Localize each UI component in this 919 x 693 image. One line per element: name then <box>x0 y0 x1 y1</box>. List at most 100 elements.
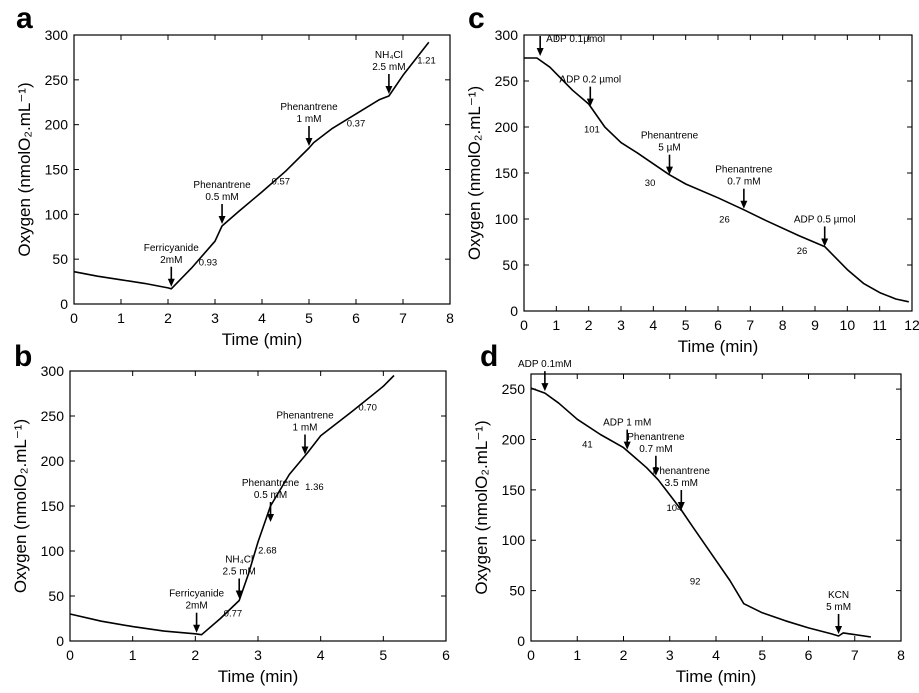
x-tick-label: 6 <box>442 647 450 663</box>
x-tick-label: 6 <box>352 310 360 326</box>
annotation-arrow-head <box>385 85 393 94</box>
annotation-arrow-head <box>536 48 544 56</box>
panel-letter: a <box>16 2 33 35</box>
oxygen-trace <box>524 57 909 303</box>
x-tick-label: 6 <box>805 647 813 663</box>
y-axis-label: Oxygen (nmolO₂.mL⁻¹) <box>465 86 484 260</box>
annotation-arrow-head <box>267 514 275 522</box>
annotation-label: 1 mM <box>293 423 318 434</box>
x-tick-label: 6 <box>714 317 722 333</box>
rate-label: 41 <box>582 440 593 451</box>
plot-frame <box>73 34 451 305</box>
y-tick-label: 0 <box>517 633 525 649</box>
x-tick-label: 1 <box>129 647 137 663</box>
x-tick-label: 2 <box>191 647 199 663</box>
x-tick-label: 0 <box>520 317 528 333</box>
panel-letter: d <box>480 340 498 373</box>
x-tick-label: 4 <box>258 310 266 326</box>
x-tick-label: 8 <box>779 317 787 333</box>
annotation-label: 1 mM <box>297 114 322 125</box>
rate-label: 1.21 <box>417 56 436 67</box>
x-tick-label: 12 <box>904 317 919 333</box>
x-tick-label: 11 <box>872 317 887 333</box>
annotation-label: 2.5 mM <box>223 567 256 578</box>
x-tick-label: 4 <box>317 647 325 663</box>
y-tick-label: 300 <box>495 27 519 43</box>
annotation-label: Phenantrene <box>276 411 334 422</box>
x-tick-label: 1 <box>573 647 581 663</box>
y-tick-label: 100 <box>495 211 519 227</box>
x-tick-label: 3 <box>617 317 625 333</box>
x-tick-label: 7 <box>851 647 859 663</box>
rate-label: 101 <box>584 125 600 136</box>
x-tick-label: 0 <box>66 647 74 663</box>
rate-label: 0.93 <box>199 257 218 268</box>
annotation-label: ADP 0.1mM <box>518 359 572 370</box>
annotation-arrow-head <box>835 625 843 634</box>
y-tick-label: 50 <box>502 257 518 273</box>
annotation-label: 2mM <box>160 255 182 266</box>
x-axis-label: Time (min) <box>218 667 299 686</box>
y-tick-label: 200 <box>45 117 69 133</box>
plot-frame <box>69 370 447 642</box>
y-tick-label: 150 <box>41 498 65 514</box>
y-tick-label: 250 <box>41 408 65 424</box>
x-tick-label: 5 <box>758 647 766 663</box>
x-tick-label: 3 <box>666 647 674 663</box>
x-tick-label: 10 <box>840 317 856 333</box>
oxygen-trace <box>530 387 872 638</box>
annotation-label: ADP 0.2 µmol <box>559 75 621 86</box>
rate-label: 92 <box>690 577 701 588</box>
y-tick-label: 100 <box>502 532 526 548</box>
annotation-arrow-head <box>623 441 631 450</box>
x-tick-label: 8 <box>446 310 454 326</box>
annotation-label: Phenantrene <box>627 432 685 443</box>
y-tick-label: 200 <box>495 119 519 135</box>
y-tick-label: 250 <box>502 381 526 397</box>
x-tick-label: 5 <box>305 310 313 326</box>
y-axis-label: Oxygen (nmolO₂.mL⁻¹) <box>11 419 30 593</box>
annotation-arrow-head <box>235 590 243 599</box>
x-tick-label: 3 <box>211 310 219 326</box>
y-tick-label: 150 <box>45 162 69 178</box>
y-tick-label: 250 <box>495 73 519 89</box>
x-tick-label: 5 <box>682 317 690 333</box>
x-tick-label: 9 <box>811 317 819 333</box>
panel-letter: b <box>14 340 32 373</box>
annotation-label: 0.7 mM <box>727 177 760 188</box>
annotation-label: 2mM <box>185 601 207 612</box>
panel-c: c0 1 2 3 4 5 6 7 8 9 10 11 12050100150200250300Time … <box>465 2 919 356</box>
rate-label: 0.77 <box>224 609 243 620</box>
rate-label: 0.70 <box>358 403 377 414</box>
annotation-label: Phenantrene <box>242 478 300 489</box>
annotation-arrow-head <box>541 383 549 392</box>
annotation-label: Ferricyanide <box>169 589 224 600</box>
annotation-label: Phenantrene <box>641 131 699 142</box>
x-tick-label: 7 <box>399 310 407 326</box>
annotation-label: Phenantrene <box>193 180 251 191</box>
y-tick-label: 200 <box>41 453 65 469</box>
x-tick-label: 2 <box>585 317 593 333</box>
x-tick-label: 4 <box>712 647 720 663</box>
y-axis-label: Oxygen (nmolO₂.mL⁻¹) <box>15 82 34 256</box>
annotation-arrow-head <box>586 98 594 107</box>
y-tick-label: 200 <box>502 431 526 447</box>
x-tick-label: 1 <box>117 310 125 326</box>
x-tick-label: 8 <box>897 647 905 663</box>
annotation-label: Phenantrene <box>653 466 711 477</box>
annotation-label: 0.7 mM <box>639 444 672 455</box>
x-tick-label: 5 <box>379 647 387 663</box>
panel-d: d 0 1 2 3 4 5 6 7 8 0 50 100 150 200 250 Time (min) Oxyge… <box>472 340 905 686</box>
x-tick-label: 7 <box>746 317 754 333</box>
annotation-arrow-head <box>677 502 685 511</box>
panel-a: a 0 1 2 3 4 5 6 7 8 0 50 100 150 200 250 300 Time (min) Ox… <box>15 2 454 349</box>
annotation-label: 3.5 mM <box>665 478 698 489</box>
annotation-arrow-head <box>193 624 201 633</box>
annotation-label: ADP 1 mM <box>603 418 651 429</box>
rate-label: 1.36 <box>305 482 324 493</box>
annotation-label: Ferricyanide <box>144 243 199 254</box>
annotation-arrow-head <box>305 137 313 146</box>
y-tick-label: 50 <box>52 251 68 267</box>
annotation-arrow-head <box>167 278 175 287</box>
